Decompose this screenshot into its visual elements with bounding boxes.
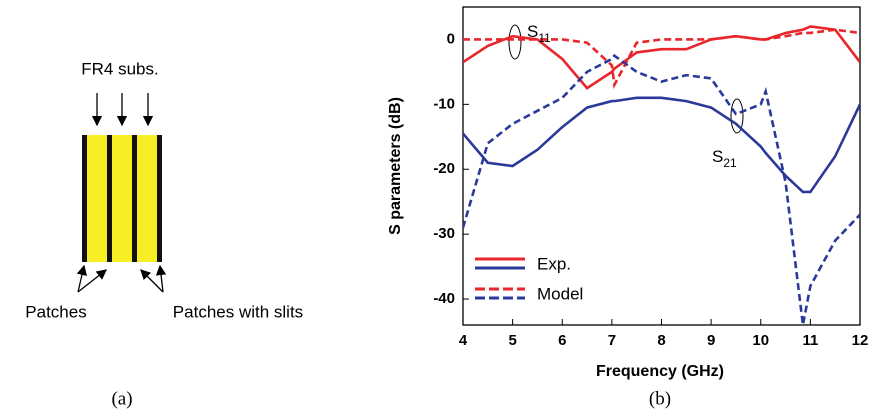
series-line [463,96,860,194]
annotation: S11 [527,22,551,45]
right-label: Patches with slits [173,302,303,321]
annotation-sub: 21 [723,156,737,170]
plot-frame [462,6,861,326]
series-line [463,28,860,90]
x-tick-label: 11 [802,332,818,349]
x-tick-label: 7 [608,332,616,349]
x-tick-label: 4 [459,332,468,349]
x-axis-label: Frequency (GHz) [596,363,724,380]
plot-area [463,25,860,325]
arrow [76,264,88,293]
y-tick-label: -20 [433,160,455,177]
x-tick-label: 10 [752,332,769,349]
substrate [83,135,161,262]
series-line [463,25,860,90]
diagram: FR4 subs. Patches Patches with slits (a) [25,59,303,409]
patch [132,135,137,262]
arrow [155,264,167,293]
top-label: FR4 subs. [81,59,158,78]
x-tick-label: 12 [852,332,869,349]
y-tick-label: -40 [433,290,455,307]
arrow [77,269,108,293]
series-line [463,53,860,325]
patch [157,135,162,262]
legend-label: Exp. [537,254,571,273]
arrow [140,269,164,293]
y-tick-label: -30 [433,225,455,242]
y-tick-label: 0 [447,30,455,47]
annotation: S21 [712,147,737,170]
caption: (b) [649,388,671,409]
marker-ellipse [508,24,522,60]
caption: (a) [111,388,132,409]
x-tick-label: 6 [558,332,566,349]
x-tick-label: 9 [707,332,715,349]
annotation-text: S [712,147,723,166]
x-tick-label: 5 [508,332,516,349]
x-tick-label: 8 [657,332,665,349]
y-axis-label: S parameters (dB) [387,97,404,235]
annotation-sub: 11 [538,31,551,45]
annotation-text: S [527,22,538,41]
marker-ellipse [730,98,744,134]
patch [82,135,87,262]
y-tick-label: -10 [433,95,455,112]
legend-label: Model [537,284,583,303]
left-label: Patches [25,302,86,321]
patch [107,135,112,262]
